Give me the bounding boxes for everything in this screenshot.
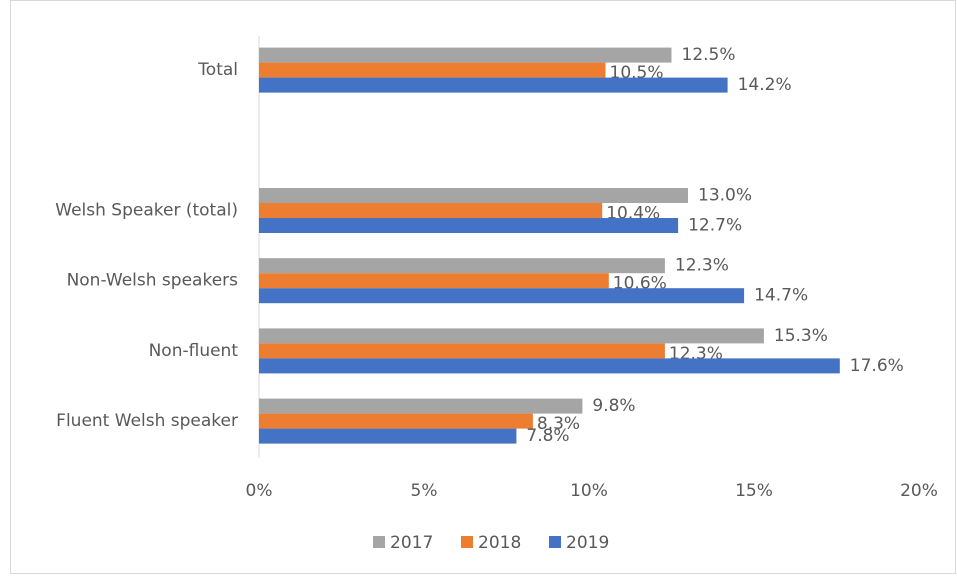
bar — [259, 288, 745, 304]
y-tick-label: Welsh Speaker (total) — [55, 201, 238, 221]
bar — [259, 358, 840, 374]
legend-label: 2017 — [390, 533, 433, 553]
value-label: 9.8% — [592, 396, 635, 416]
bar — [259, 398, 583, 414]
value-label: 14.7% — [754, 286, 808, 306]
value-label: 15.3% — [774, 326, 828, 346]
x-tick-label: 10% — [570, 481, 608, 501]
legend-swatch — [461, 536, 473, 548]
bar — [259, 273, 609, 289]
y-tick-label: Total — [197, 60, 238, 80]
x-tick-label: 0% — [246, 481, 273, 501]
legend-label: 2018 — [478, 533, 521, 553]
bar — [259, 413, 533, 429]
legend-swatch — [549, 536, 561, 548]
value-label: 12.7% — [688, 216, 742, 236]
bar — [259, 428, 517, 444]
bar — [259, 343, 665, 359]
value-label: 12.3% — [675, 256, 729, 276]
legend-label: 2019 — [566, 533, 609, 553]
bar — [259, 258, 665, 274]
y-tick-label: Non-Welsh speakers — [67, 271, 239, 291]
x-tick-label: 5% — [411, 481, 438, 501]
y-tick-label: Fluent Welsh speaker — [56, 411, 238, 431]
bar — [259, 203, 603, 218]
bar — [259, 62, 606, 78]
value-label: 13.0% — [698, 186, 752, 206]
value-label: 17.6% — [850, 356, 904, 376]
bar — [259, 188, 688, 203]
value-label: 8.3% — [537, 414, 580, 434]
bar — [259, 328, 764, 344]
value-label: 14.2% — [738, 75, 792, 95]
value-label: 7.8% — [526, 426, 569, 446]
x-tick-label: 15% — [735, 481, 773, 501]
bar — [259, 77, 728, 93]
x-tick-label: 20% — [900, 481, 938, 501]
bar — [259, 218, 679, 233]
value-label: 12.5% — [682, 45, 736, 65]
legend-swatch — [373, 536, 385, 548]
bar — [259, 47, 672, 63]
y-tick-label: Non-fluent — [149, 341, 239, 361]
